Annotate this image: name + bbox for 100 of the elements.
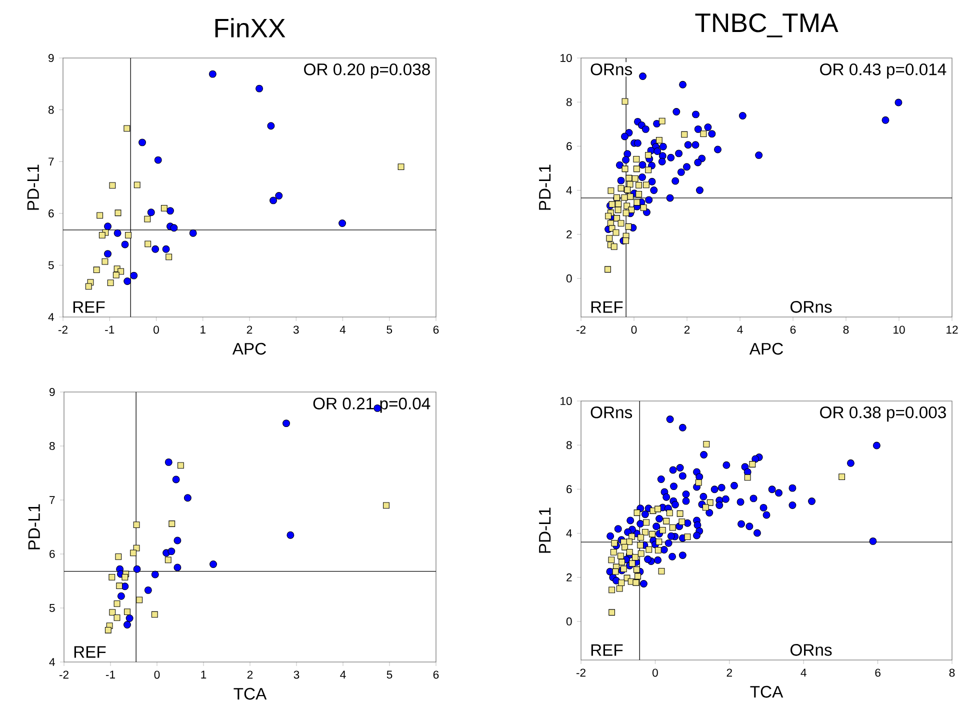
point: [703, 440, 710, 448]
point: [654, 547, 662, 554]
x-tick-label: 8: [949, 668, 955, 677]
chart-title: TNBC_TMA: [695, 13, 838, 38]
point: [642, 182, 650, 188]
point: [610, 243, 618, 250]
point: [605, 212, 612, 220]
y-tick-label: 6: [566, 142, 572, 150]
x-axis-title: TCA: [750, 686, 784, 698]
point: [654, 506, 662, 512]
point: [656, 538, 662, 546]
point: [96, 212, 104, 219]
point: [133, 565, 141, 573]
point: [102, 258, 108, 265]
point: [210, 560, 218, 568]
point: [115, 553, 122, 560]
point: [622, 544, 628, 550]
x-tick-label: 1: [201, 670, 206, 679]
point: [398, 164, 404, 170]
point: [162, 245, 170, 253]
point: [618, 558, 626, 566]
point: [124, 125, 130, 132]
x-tick-label: 0: [631, 326, 637, 334]
y-tick-label: 9: [50, 388, 55, 396]
x-tick-label: 3: [293, 326, 299, 334]
x-tick-label: 0: [652, 668, 658, 677]
x-tick-label: -2: [576, 668, 586, 677]
y-tick-label: 6: [566, 485, 572, 494]
point: [608, 586, 616, 594]
point: [634, 573, 641, 580]
point: [164, 556, 172, 564]
annotation: ORns: [790, 301, 832, 313]
point: [267, 122, 275, 130]
point: [116, 582, 123, 590]
y-tick-label: 6: [48, 209, 54, 218]
point: [154, 156, 162, 164]
point: [838, 474, 846, 480]
y-tick-label: 8: [566, 441, 572, 450]
x-tick-label: -2: [58, 326, 68, 334]
y-tick-label: 2: [566, 573, 572, 582]
point: [144, 216, 151, 222]
y-tick-label: 0: [566, 617, 572, 626]
annotation: REF: [591, 301, 623, 313]
point: [629, 560, 636, 567]
point: [174, 536, 182, 544]
point: [168, 548, 176, 556]
point: [606, 235, 613, 242]
point: [681, 131, 688, 138]
point: [626, 549, 633, 556]
x-tick-label: 6: [790, 326, 796, 334]
y-tick-label: 6: [50, 550, 55, 558]
point: [383, 502, 390, 509]
x-tick-label: 10: [894, 326, 905, 334]
x-tick-label: 5: [386, 670, 392, 679]
point: [124, 621, 131, 628]
point: [659, 526, 666, 534]
point: [114, 229, 122, 237]
point: [608, 609, 616, 616]
point: [678, 518, 686, 525]
point: [164, 458, 172, 466]
point: [702, 504, 709, 511]
y-tick-label: 10: [560, 396, 572, 406]
point: [208, 70, 216, 78]
point: [138, 138, 146, 146]
point: [666, 510, 673, 516]
point: [144, 586, 152, 594]
point: [114, 614, 120, 621]
point: [618, 185, 624, 192]
point: [634, 510, 640, 516]
point: [744, 474, 751, 481]
y-tick-label: 0: [566, 274, 572, 282]
y-tick-label: 4: [48, 313, 54, 321]
point: [338, 220, 346, 227]
x-tick-label: 0: [154, 670, 160, 679]
annotation: REF: [74, 646, 106, 658]
x-tick-label: -2: [59, 670, 68, 679]
point: [645, 166, 652, 174]
point: [622, 210, 630, 216]
y-axis-title: PD-L1: [539, 508, 551, 553]
point: [608, 187, 614, 194]
x-tick-label: 0: [154, 326, 159, 334]
point: [608, 556, 615, 564]
y-tick-label: 5: [49, 604, 55, 612]
point: [117, 592, 125, 600]
x-axis-title: APC: [749, 342, 783, 355]
annotation: OR 0.21 p=0.04: [313, 398, 430, 413]
x-tick-label: 4: [800, 668, 806, 677]
point: [618, 580, 625, 586]
point: [618, 552, 624, 560]
point: [134, 182, 140, 188]
x-tick-label: 6: [875, 668, 880, 677]
annotation: OR 0.20 p=0.038: [304, 64, 430, 79]
point: [649, 530, 656, 538]
point: [184, 494, 192, 502]
point: [633, 566, 640, 573]
y-tick-label: 4: [566, 186, 572, 194]
point: [663, 518, 670, 524]
point: [645, 152, 652, 158]
y-tick-label: 7: [48, 158, 54, 166]
point: [109, 182, 116, 189]
